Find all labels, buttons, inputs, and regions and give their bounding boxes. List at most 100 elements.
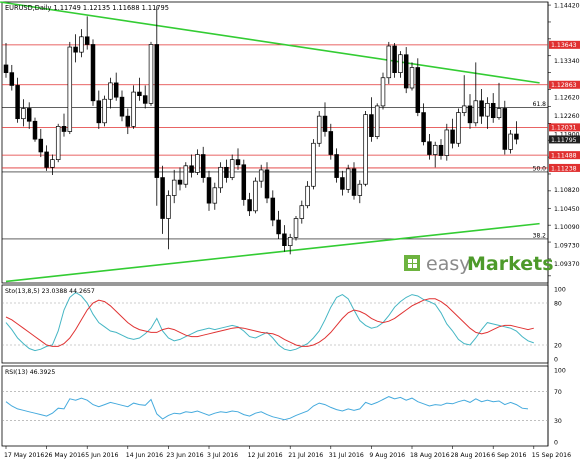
candle-body bbox=[131, 91, 136, 127]
price-highlight-label: 1.11488 bbox=[551, 153, 577, 160]
candle-body bbox=[206, 177, 212, 204]
candle-body bbox=[21, 108, 26, 120]
price-highlight-label: 1.12031 bbox=[551, 125, 577, 132]
stochastic-panel: 100 80 20 0 Sto(13,8,5) 23.0388 44.2657 bbox=[2, 287, 566, 364]
candle-body bbox=[380, 77, 386, 107]
candle-body bbox=[363, 114, 368, 185]
candle-body bbox=[479, 100, 484, 117]
time-tick-label: 3 Jul 2016 bbox=[207, 452, 238, 459]
candle-body bbox=[485, 102, 490, 117]
price-highlight-label: 1.13643 bbox=[551, 42, 577, 49]
main-chart-title: EURUSD,Daily 1.11749 1.12135 1.11688 1.1… bbox=[5, 4, 169, 12]
price-highlight-box bbox=[549, 80, 580, 89]
time-tick-label: 15 Sep 2016 bbox=[532, 452, 571, 459]
price-tick-label: 1.12260 bbox=[554, 113, 580, 120]
candle-body bbox=[473, 100, 479, 124]
price-tick-label: 1.14420 bbox=[554, 3, 580, 10]
candle-body bbox=[235, 159, 241, 166]
fib-level-label: 38.2 bbox=[533, 232, 547, 239]
price-tick-label: 1.09730 bbox=[554, 243, 580, 250]
price-highlight-box bbox=[549, 40, 580, 49]
rsi-tick-label: 70 bbox=[554, 389, 562, 396]
candle-body bbox=[253, 180, 258, 212]
rsi-tick-label: 30 bbox=[554, 418, 562, 425]
candle-body bbox=[450, 129, 455, 144]
price-tick-label: 1.10090 bbox=[554, 224, 580, 231]
candle-body bbox=[508, 133, 513, 150]
time-axis: 17 May 2016 26 May 2016 5 Jun 2016 14 Jun 2… bbox=[4, 446, 571, 459]
stochastic-tick-label: 0 bbox=[554, 357, 558, 364]
candle-body bbox=[212, 187, 218, 204]
time-tick-label: 18 Aug 2016 bbox=[410, 452, 450, 459]
candle-body bbox=[276, 219, 281, 235]
candle-body bbox=[398, 54, 403, 73]
candle-body bbox=[287, 237, 293, 246]
candle-body bbox=[50, 159, 55, 168]
candle-body bbox=[444, 129, 450, 156]
rsi-line bbox=[5, 396, 529, 421]
time-tick-label: 5 Jun 2016 bbox=[85, 452, 118, 459]
candle-body bbox=[55, 126, 61, 160]
candle-body bbox=[386, 45, 392, 79]
candle-body bbox=[119, 96, 125, 117]
candle-body bbox=[166, 195, 171, 219]
candle-body bbox=[38, 138, 44, 153]
candle-body bbox=[357, 183, 363, 196]
price-highlight-box bbox=[549, 123, 580, 132]
candle-body bbox=[73, 46, 78, 53]
candle-body bbox=[26, 108, 32, 122]
time-tick-label: 17 May 2016 bbox=[4, 452, 44, 459]
stochastic-signal-line bbox=[5, 298, 534, 347]
candle-body bbox=[502, 108, 508, 150]
candle-body bbox=[351, 168, 357, 196]
candle-body bbox=[345, 168, 351, 190]
price-tick-label: 1.12620 bbox=[554, 95, 580, 102]
price-tick-label: 1.11900 bbox=[554, 132, 580, 139]
stochastic-tick-label: 100 bbox=[554, 287, 566, 294]
stochastic-main-line bbox=[5, 291, 534, 352]
candle-body bbox=[44, 151, 49, 168]
logo-text-prefix: easy bbox=[426, 253, 470, 275]
candle-body bbox=[490, 102, 496, 119]
candle-body bbox=[137, 91, 142, 97]
candle-body bbox=[299, 205, 305, 219]
candle-body bbox=[305, 185, 310, 207]
candle-body bbox=[432, 144, 438, 155]
candle-body bbox=[90, 44, 96, 102]
candle-body bbox=[177, 179, 183, 185]
price-highlight-box bbox=[549, 151, 580, 160]
time-tick-label: 6 Sep 2016 bbox=[491, 452, 526, 459]
candle-body bbox=[102, 98, 107, 124]
logo-square-dot bbox=[408, 259, 412, 263]
rsi-tick-label: 100 bbox=[554, 368, 566, 375]
stochastic-tick-label: 80 bbox=[554, 301, 562, 308]
stochastic-tick-label: 20 bbox=[554, 343, 562, 350]
candle-body bbox=[113, 82, 119, 98]
candle-body bbox=[467, 105, 473, 124]
rsi-title: RSI(13) 46.3925 bbox=[5, 369, 55, 376]
candle-body bbox=[61, 126, 67, 132]
candle-body bbox=[438, 144, 444, 156]
logo-square-dot bbox=[408, 264, 412, 268]
candle-body bbox=[15, 85, 20, 120]
candle-body bbox=[403, 54, 409, 89]
rsi-tick-label: 0 bbox=[554, 440, 558, 447]
price-highlight-box bbox=[549, 163, 580, 172]
candle-body bbox=[195, 154, 200, 173]
candle-body bbox=[3, 64, 9, 73]
time-tick-label: 12 Jul 2016 bbox=[248, 452, 283, 459]
candle-body bbox=[334, 154, 339, 178]
candle-body bbox=[293, 218, 299, 238]
time-tick-label: 23 Jun 2016 bbox=[166, 452, 203, 459]
trendline bbox=[0, 1, 540, 84]
candle-body bbox=[247, 199, 252, 212]
candle-body bbox=[125, 115, 131, 127]
candle-body bbox=[427, 141, 432, 155]
candle-body bbox=[96, 100, 102, 124]
candle-body bbox=[374, 105, 380, 137]
candle-body bbox=[218, 166, 223, 189]
logo-square-dot bbox=[413, 264, 417, 268]
main-panel: 1.14420 1.13340 1.12620 1.12260 1.11900 1.108… bbox=[0, 1, 580, 283]
